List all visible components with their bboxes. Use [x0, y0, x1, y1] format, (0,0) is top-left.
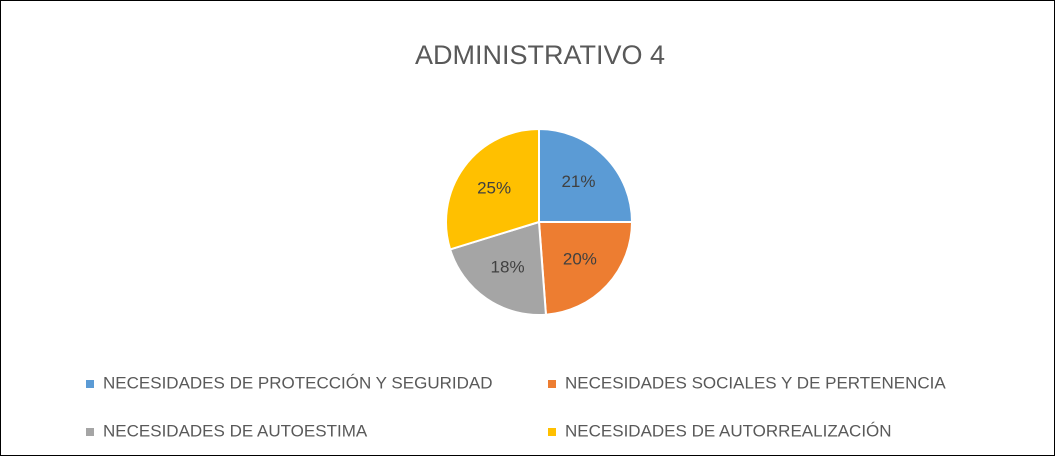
chart-title: ADMINISTRATIVO 4 [415, 40, 665, 70]
legend-swatch [86, 380, 94, 388]
legend-label: NECESIDADES DE PROTECCIÓN Y SEGURIDAD [103, 373, 493, 392]
legend-swatch [86, 428, 94, 436]
data-label: 21% [561, 172, 595, 191]
data-label: 18% [491, 258, 525, 277]
legend-label: NECESIDADES DE AUTOESTIMA [103, 421, 368, 440]
pie-slice [448, 220, 548, 316]
pie-slice [537, 221, 634, 316]
legend-label: NECESIDADES DE AUTORREALIZACIÓN [565, 421, 892, 440]
pie-slice [538, 127, 634, 223]
legend-label: NECESIDADES SOCIALES Y DE PERTENENCIA [565, 373, 946, 392]
legend-swatch [548, 428, 556, 436]
data-label: 20% [563, 249, 597, 268]
pie-slice [445, 127, 540, 251]
legend-swatch [548, 380, 556, 388]
data-label: 25% [477, 178, 511, 197]
